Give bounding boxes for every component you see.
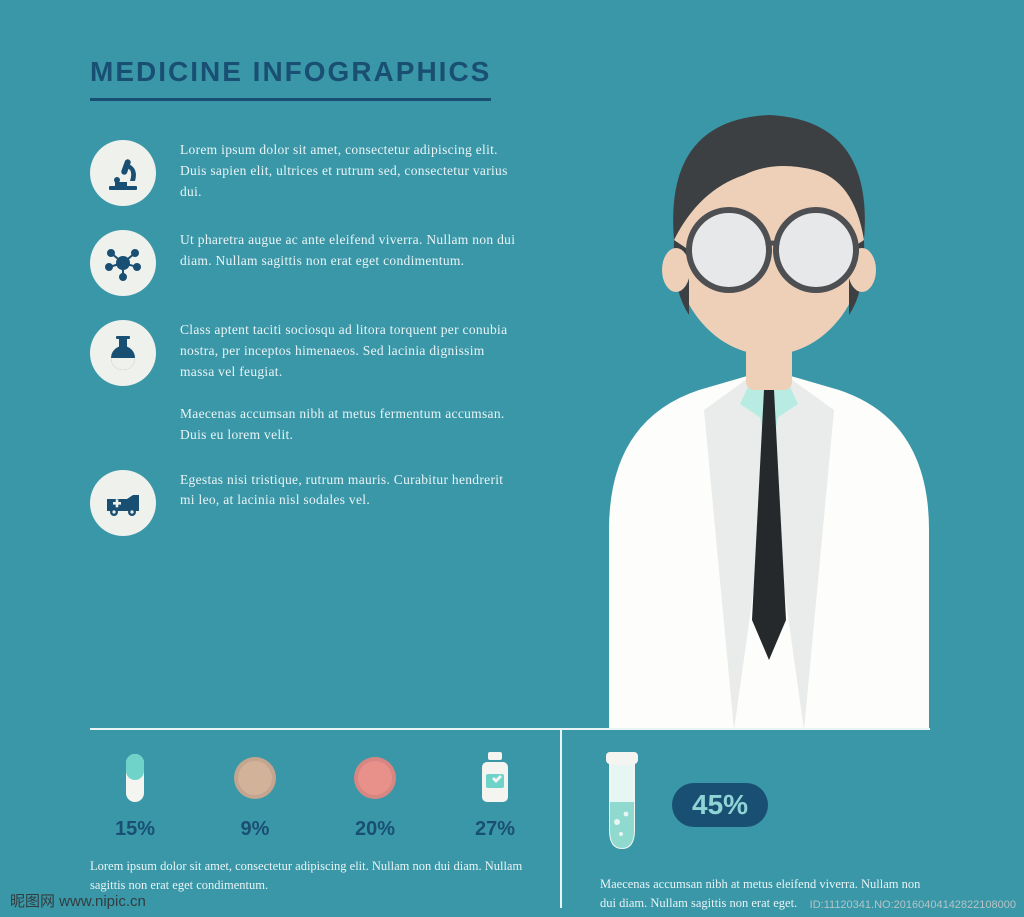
feature-text: Ut pharetra augue ac ante eleifend viver…	[180, 230, 520, 272]
watermark-right: ID:11120341.NO:20160404142822108000	[810, 899, 1016, 911]
stat-item: 27%	[450, 752, 540, 841]
vertical-divider	[560, 728, 562, 908]
molecule-icon	[90, 230, 156, 296]
stats-right-panel: 45% Maecenas accumsan nibh at metus elei…	[600, 752, 930, 914]
pill-round-icon	[352, 752, 398, 804]
watermark-left: 昵图网 www.nipic.cn	[10, 890, 146, 911]
stat-item: 15%	[90, 752, 180, 841]
ambulance-icon	[90, 470, 156, 536]
percentage-badge: 45%	[672, 783, 768, 827]
pill-round-icon	[232, 752, 278, 804]
stat-value: 15%	[115, 818, 155, 841]
stat-value: 9%	[241, 818, 270, 841]
feature-list: Lorem ipsum dolor sit amet, consectetur …	[90, 140, 520, 560]
microscope-icon	[90, 140, 156, 206]
bottle-icon	[478, 752, 512, 804]
doctor-illustration	[554, 60, 984, 730]
feature-item: Ut pharetra augue ac ante eleifend viver…	[90, 230, 520, 296]
flask-icon	[90, 320, 156, 386]
feature-text: Egestas nisi tristique, rutrum mauris. C…	[180, 470, 520, 512]
page-title: MEDICINE INFOGRAPHICS	[90, 56, 491, 101]
horizontal-divider	[90, 728, 930, 730]
infographic-canvas: MEDICINE INFOGRAPHICS Lorem ipsum dolor …	[0, 0, 1024, 917]
stat-value: 20%	[355, 818, 395, 841]
feature-text: Class aptent taciti sociosqu ad litora t…	[180, 320, 520, 446]
feature-item: Class aptent taciti sociosqu ad litora t…	[90, 320, 520, 446]
stat-value: 27%	[475, 818, 515, 841]
test-tube-icon	[600, 752, 644, 857]
capsule-icon	[120, 752, 150, 804]
feature-text: Lorem ipsum dolor sit amet, consectetur …	[180, 140, 520, 203]
stat-item: 9%	[210, 752, 300, 841]
stats-left-panel: 15% 9% 20% 27% Lorem ipsum dolor sit amet, …	[90, 752, 540, 896]
feature-item: Lorem ipsum dolor sit amet, consectetur …	[90, 140, 520, 206]
feature-item: Egestas nisi tristique, rutrum mauris. C…	[90, 470, 520, 536]
stats-caption: Lorem ipsum dolor sit amet, consectetur …	[90, 857, 540, 896]
stat-item: 20%	[330, 752, 420, 841]
